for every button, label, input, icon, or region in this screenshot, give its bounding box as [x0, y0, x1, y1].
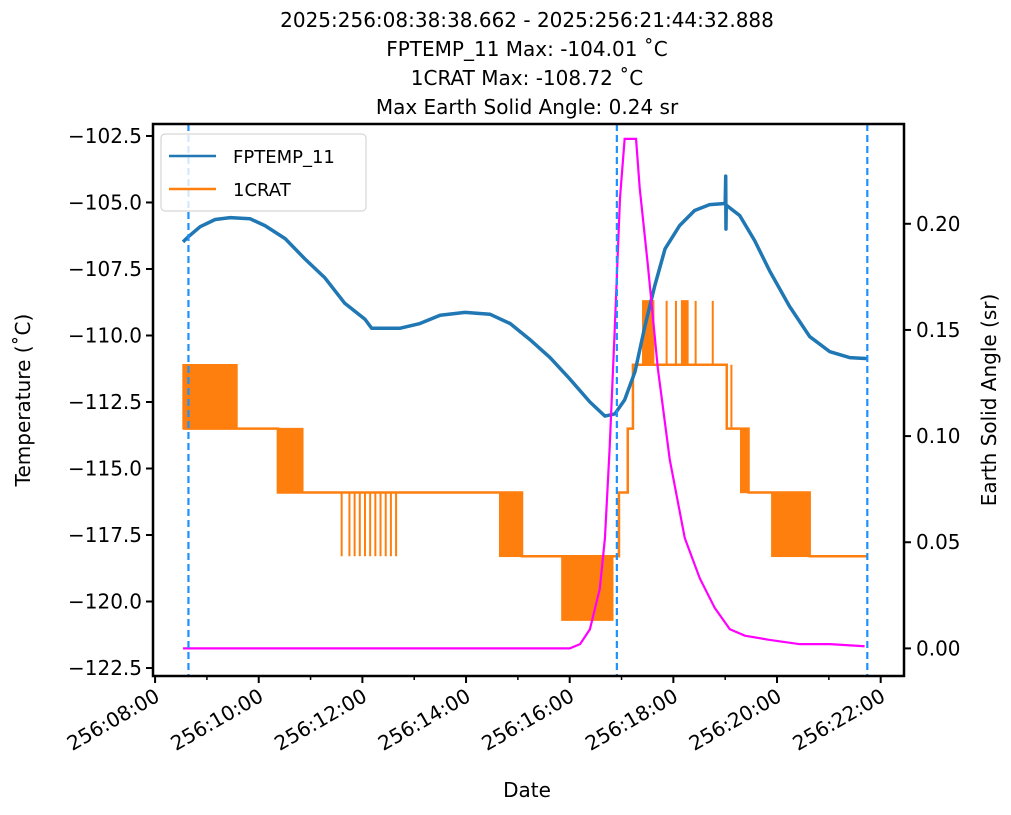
title-line-1: 2025:256:08:38:38.662 - 2025:256:21:44:3… [280, 8, 774, 32]
x-tick-label: 256:14:00 [374, 684, 475, 756]
1crat-toggle-band [561, 555, 614, 621]
y2-tick-label: 0.05 [916, 530, 961, 554]
1crat-toggle-band [680, 300, 689, 366]
legend: FPTEMP_11 1CRAT [160, 133, 367, 212]
y-tick-label: −105.0 [68, 190, 142, 214]
legend-label-1crat: 1CRAT [233, 180, 292, 201]
1crat-toggle-band [182, 364, 238, 430]
y2-tick-label: 0.10 [916, 424, 961, 448]
earth-solid-angle-line [183, 137, 865, 650]
series-group [181, 124, 869, 676]
title-line-3: 1CRAT Max: -108.72 ˚C [411, 66, 643, 90]
y-tick-label: −102.5 [68, 124, 142, 148]
y-tick-label: −122.5 [68, 656, 142, 680]
y2-tick-label: 0.15 [916, 318, 961, 342]
y-tick-label: −117.5 [68, 523, 142, 547]
y-tick-label: −115.0 [68, 457, 142, 481]
x-tick-label: 256:08:00 [63, 684, 164, 756]
y2-axis-label: Earth Solid Angle (sr) [977, 294, 1001, 507]
1crat-line [183, 363, 868, 558]
y-tick-label: −110.0 [68, 323, 142, 347]
y2-tick-label: 0.20 [916, 212, 961, 236]
1crat-toggle-band [277, 427, 304, 494]
fptemp-11-line [181, 174, 868, 418]
legend-label-fptemp: FPTEMP_11 [233, 147, 335, 168]
y-axis-label: Temperature (˚C) [11, 314, 35, 488]
y-tick-label: −107.5 [68, 257, 142, 281]
x-tick-label: 256:22:00 [788, 684, 889, 756]
1crat-toggle-band [771, 491, 811, 558]
y-tick-label: −112.5 [68, 390, 142, 414]
plot-area [181, 124, 869, 676]
x-tick-label: 256:10:00 [166, 684, 267, 756]
y2-tick-label: 0.00 [916, 636, 961, 660]
x-tick-label: 256:20:00 [685, 684, 786, 756]
title-line-2: FPTEMP_11 Max: -104.01 ˚C [386, 37, 668, 61]
x-axis-label: Date [503, 778, 551, 802]
x-tick-label: 256:16:00 [477, 684, 578, 756]
chart-title: 2025:256:08:38:38.662 - 2025:256:21:44:3… [280, 8, 774, 119]
plot-frame [151, 122, 906, 678]
x-tick-label: 256:18:00 [581, 684, 682, 756]
1crat-toggle-band [498, 491, 523, 558]
y-tick-label: −120.0 [68, 590, 142, 614]
axes: 256:08:00 256:10:00 256:12:00 256:14:00 256:… [63, 122, 961, 756]
x-tick-label: 256:12:00 [270, 684, 371, 756]
title-line-4: Max Earth Solid Angle: 0.24 sr [376, 95, 679, 119]
